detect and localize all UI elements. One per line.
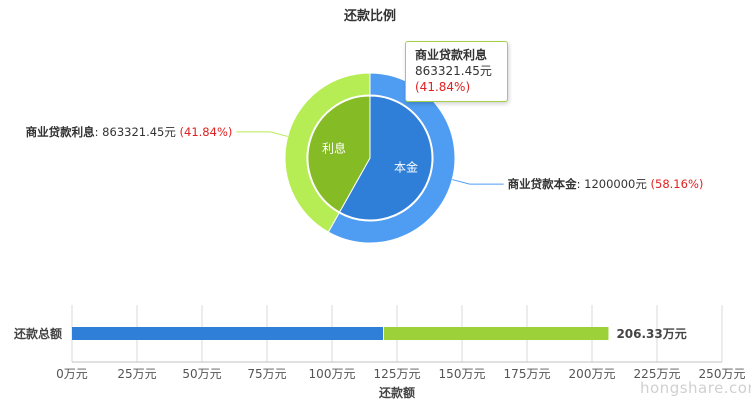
- inner-pie-slice-0[interactable]: [338, 95, 433, 221]
- pie-chart-title: 还款比例: [343, 8, 396, 24]
- outer-ring-data-label-0: 商业贷款本金: 1200000元 (58.16%): [508, 177, 704, 191]
- outer-ring-label-percent-0: (58.16%): [651, 177, 704, 191]
- inner-pie-label-1: 利息: [322, 141, 346, 156]
- x-tick-label-8: 200万元: [569, 367, 616, 381]
- inner-pie-slice-1[interactable]: [307, 95, 371, 213]
- bar-segment-0[interactable]: [72, 327, 383, 340]
- x-tick-label-7: 175万元: [504, 367, 551, 381]
- x-tick-label-9: 225万元: [634, 367, 681, 381]
- x-tick-label-1: 25万元: [117, 367, 156, 381]
- outer-ring-data-label-1: 商业贷款利息: 863321.45元 (41.84%): [26, 125, 233, 139]
- inner-pie-label-0: 本金: [394, 159, 418, 174]
- x-tick-label-2: 50万元: [182, 367, 221, 381]
- pie-tooltip: 商业贷款利息 863321.45元 (41.84%): [405, 41, 508, 102]
- bar-segment-1[interactable]: [384, 327, 609, 340]
- tooltip-percent: (41.84%): [415, 80, 471, 94]
- bar-total-label: 206.33万元: [616, 327, 686, 341]
- outer-ring-label-value-0: : 1200000元: [577, 177, 651, 191]
- tooltip-value: 863321.45元: [415, 64, 492, 78]
- x-tick-label-5: 125万元: [374, 367, 421, 381]
- outer-ring-connector-1: [236, 131, 288, 137]
- x-tick-label-3: 75万元: [247, 367, 286, 381]
- watermark: hongshare.com: [640, 379, 751, 397]
- outer-ring-label-percent-1: (41.84%): [180, 125, 233, 139]
- outer-ring-connector-0: [452, 179, 504, 185]
- outer-ring-label-name-1: 商业贷款利息: [26, 125, 95, 139]
- outer-ring-slice-1[interactable]: [284, 72, 371, 233]
- outer-ring-label-value-1: : 863321.45元: [95, 125, 180, 139]
- x-axis-title: 还款额: [378, 385, 415, 400]
- x-tick-label-10: 250万元: [699, 367, 746, 381]
- bar-category-label: 还款总额: [13, 326, 62, 341]
- bar-chart: 0万元 25万元 50万元 75万元 100万元 125万元 150万元 175万元 200万元…: [13, 305, 745, 400]
- outer-ring-label-name-0: 商业贷款本金: [508, 177, 577, 191]
- x-tick-label-4: 100万元: [309, 367, 356, 381]
- x-tick-label-0: 0万元: [56, 367, 88, 381]
- outer-ring-slice-0[interactable]: [327, 72, 456, 244]
- tooltip-title: 商业贷款利息: [415, 48, 488, 62]
- x-tick-label-6: 150万元: [439, 367, 486, 381]
